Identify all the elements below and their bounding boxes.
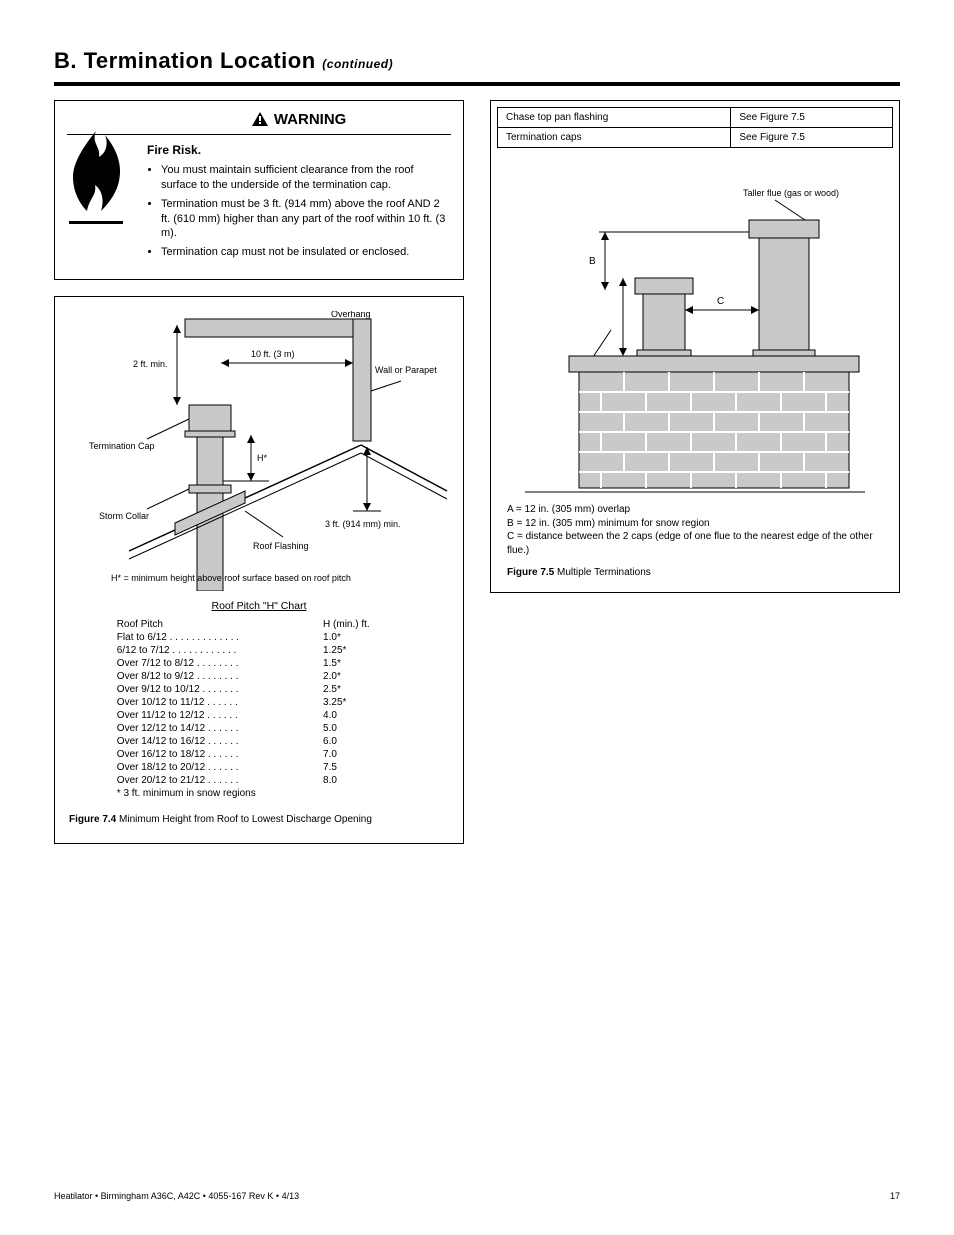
param-cell: See Figure 7.5 [731,128,893,148]
note-line: B = 12 in. (305 mm) minimum for snow reg… [507,517,883,531]
param-cell: Chase top pan flashing [498,108,731,128]
figure-7-5-diagram: Taller flue (gas or wood) B A [497,160,893,500]
fig-caption-bold: Figure 7.5 [507,567,554,578]
section-letter: B. [54,48,77,73]
lbl-termination-cap: Termination Cap [89,441,155,451]
note-line: A = 12 in. (305 mm) overlap [507,503,883,517]
figure-7-4-caption: Figure 7.4 Minimum Height from Roof to L… [69,814,449,825]
section-continued: (continued) [322,57,393,71]
page-footer: Heatilator • Birmingham A36C, A42C • 405… [54,1191,900,1201]
roof-table-title: Roof Pitch "H" Chart [69,600,449,612]
table-row: Over 9/12 to 10/12 . . . . . . .2.5* [111,683,407,696]
table-row: 6/12 to 7/12 . . . . . . . . . . . .1.25… [111,644,407,657]
lbl-roof-flashing: Roof Flashing [253,541,309,551]
warning-bullet: Termination cap must not be insulated or… [161,245,451,260]
warning-triangle-icon [252,112,268,130]
lbl-B: B [589,256,596,267]
figure-7-5-notes: A = 12 in. (305 mm) overlap B = 12 in. (… [497,503,893,557]
warning-list: You must maintain sufficient clearance f… [147,163,451,260]
lbl-storm-collar: Storm Collar [99,511,149,521]
table-row: Over 11/12 to 12/12 . . . . . .4.0 [111,709,407,722]
warning-lead: Fire Risk. [147,143,451,157]
warning-title-row: WARNING [67,111,451,135]
section-title: Termination Location [84,48,316,73]
figure-7-4-diagram: 2 ft. min. 10 ft. (3 m) Overhang Wall or… [69,311,449,591]
lbl-three-ft-min: 3 ft. (914 mm) min. [325,519,401,529]
lbl-ten-ft: 10 ft. (3 m) [251,349,295,359]
roof-pitch-table: Roof Pitch H (min.) ft. Flat to 6/12 . .… [111,618,407,800]
table-row: Over 8/12 to 9/12 . . . . . . . .2.0* [111,670,407,683]
lbl-taller-flue: Taller flue (gas or wood) [743,188,839,198]
table-row: Over 7/12 to 8/12 . . . . . . . .1.5* [111,657,407,670]
figure-7-5-caption: Figure 7.5 Multiple Terminations [497,567,893,578]
lbl-two-ft-min: 2 ft. min. [133,359,168,369]
figure-7-5-box: Chase top pan flashing See Figure 7.5 Te… [490,100,900,593]
lbl-C: C [717,296,724,307]
table-row: * 3 ft. minimum in snow regions [111,787,407,800]
table-row: Flat to 6/12 . . . . . . . . . . . . .1.… [111,631,407,644]
heading-rule [54,82,900,86]
roof-table-col2: H (min.) ft. [317,618,407,631]
table-row: Over 14/12 to 16/12 . . . . . .6.0 [111,735,407,748]
warning-box: WARNING Fire Risk. You must maintain suf… [54,100,464,280]
fig-caption-bold: Figure 7.4 [69,814,116,825]
param-cell: See Figure 7.5 [731,108,893,128]
figure-7-5-params-table: Chase top pan flashing See Figure 7.5 Te… [497,107,893,148]
flame-icon [65,129,127,229]
param-cell: Termination caps [498,128,731,148]
footer-left: Heatilator • Birmingham A36C, A42C • 405… [54,1191,299,1201]
lbl-wall-parapet: Wall or Parapet [375,365,437,375]
footer-right: 17 [890,1191,900,1201]
lbl-hstar-note: H* = minimum height above roof surface b… [111,573,351,583]
figure-7-4-box: 2 ft. min. 10 ft. (3 m) Overhang Wall or… [54,296,464,844]
warning-bullet: Termination must be 3 ft. (914 mm) above… [161,197,451,242]
table-row: Over 18/12 to 20/12 . . . . . .7.5 [111,761,407,774]
note-line: C = distance between the 2 caps (edge of… [507,530,883,557]
warning-bullet: You must maintain sufficient clearance f… [161,163,451,193]
fig-caption-text: Multiple Terminations [554,567,651,578]
table-row: Over 10/12 to 11/12 . . . . . .3.25* [111,696,407,709]
warning-title: WARNING [274,111,347,128]
fig-caption-text: Minimum Height from Roof to Lowest Disch… [116,814,372,825]
table-row: Over 12/12 to 14/12 . . . . . .5.0 [111,722,407,735]
table-row: Over 20/12 to 21/12 . . . . . .8.0 [111,774,407,787]
table-row: Over 16/12 to 18/12 . . . . . .7.0 [111,748,407,761]
lbl-hstar: H* [257,453,267,463]
lbl-overhang: Overhang [331,311,371,319]
roof-table-col1: Roof Pitch [111,618,317,631]
